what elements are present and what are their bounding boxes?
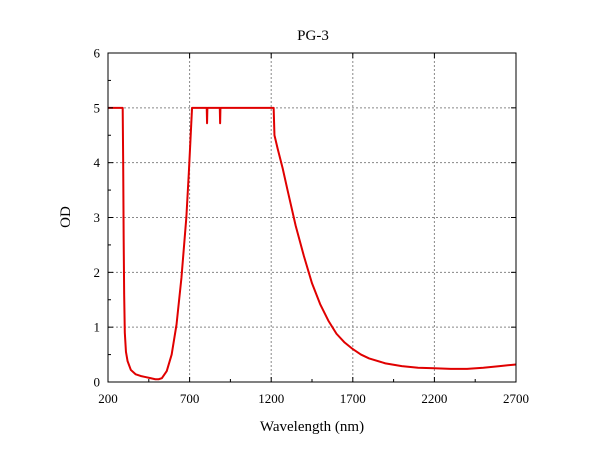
x-tick-labels: 200 700 1200 1700 2200 2700 [98,391,529,406]
y-tick-label: 5 [94,100,101,115]
y-tick-label: 3 [94,210,101,225]
axis-ticks [107,52,517,383]
y-tick-label: 6 [94,46,101,61]
y-tick-label: 4 [94,155,101,170]
y-tick-label: 1 [94,320,101,335]
x-tick-label: 700 [180,391,200,406]
grid-lines [108,53,516,382]
x-tick-label: 2700 [503,391,529,406]
data-series [108,106,517,381]
x-tick-label: 200 [98,391,118,406]
x-tick-label: 1200 [258,391,284,406]
y-axis-label: OD [58,206,74,228]
x-tick-label: 1700 [340,391,366,406]
x-tick-label: 2200 [421,391,447,406]
chart-title: PG-3 [297,28,329,44]
x-axis-label: Wavelength (nm) [260,419,364,435]
y-tick-labels: 0 1 2 3 4 5 6 [94,46,101,390]
y-tick-label: 0 [94,375,101,390]
od-series-line [108,106,517,381]
y-tick-label: 2 [94,265,101,280]
